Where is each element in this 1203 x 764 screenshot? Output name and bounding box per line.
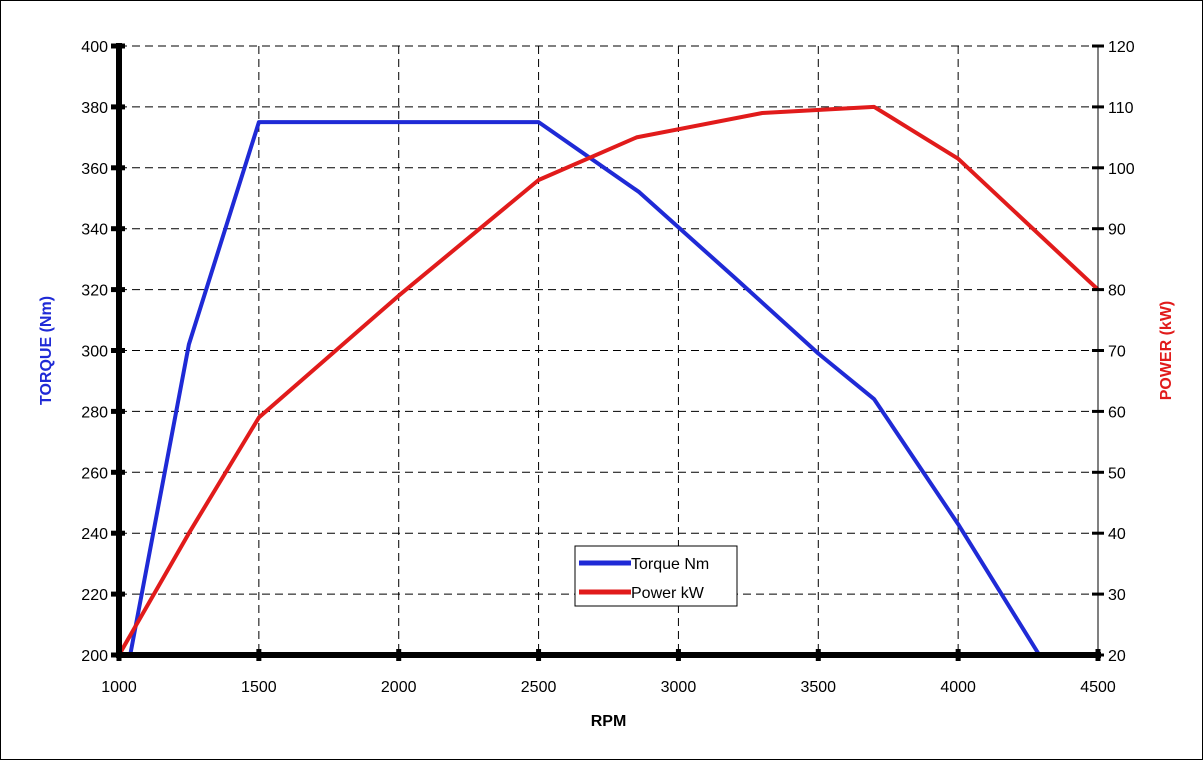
left-y-tick-label: 400 <box>81 39 108 56</box>
x-tick-label: 3000 <box>661 679 697 696</box>
x-tick-label: 4500 <box>1080 679 1116 696</box>
right-y-tick-label: 100 <box>1108 161 1135 178</box>
legend-label-torque: Torque Nm <box>631 556 709 573</box>
left-y-tick-label: 380 <box>81 100 108 117</box>
axes <box>111 43 1104 661</box>
series-line-torque <box>128 120 1041 657</box>
right-y-axis-title: POWER (kW) <box>1158 301 1175 401</box>
tick-labels: 1000 1500 2000 2500 3000 3500 4000 4500 200 220 24… <box>81 39 1135 696</box>
left-y-axis-title: TORQUE (Nm) <box>38 296 55 405</box>
right-y-tick-label: 90 <box>1108 222 1126 239</box>
left-y-tick-label: 320 <box>81 283 108 300</box>
right-y-tick-label: 110 <box>1108 100 1134 117</box>
x-tick-label: 4000 <box>940 679 976 696</box>
left-y-tick-label: 280 <box>81 404 108 421</box>
right-y-tick-label: 20 <box>1108 648 1126 665</box>
x-tick-label: 2000 <box>381 679 417 696</box>
right-y-tick-label: 30 <box>1108 587 1126 604</box>
right-y-tick-label: 40 <box>1108 526 1126 543</box>
left-y-tick-label: 260 <box>81 465 108 482</box>
left-y-tick-label: 200 <box>81 648 108 665</box>
series-lines <box>117 104 1100 657</box>
left-y-tick-label: 220 <box>81 587 108 604</box>
left-y-tick-label: 360 <box>81 161 108 178</box>
legend-box <box>574 545 738 607</box>
legend-label-power: Power kW <box>631 585 705 602</box>
right-y-tick-label: 70 <box>1108 344 1126 361</box>
right-y-tick-label: 60 <box>1108 404 1126 421</box>
x-axis-title: RPM <box>591 713 627 730</box>
legend: Torque Nm Power kW <box>574 545 738 607</box>
left-y-tick-label: 300 <box>81 344 108 361</box>
x-tick-label: 3500 <box>800 679 836 696</box>
x-tick-label: 1000 <box>101 679 137 696</box>
x-tick-label: 1500 <box>241 679 277 696</box>
left-y-tick-label: 340 <box>81 222 108 239</box>
right-y-tick-label: 80 <box>1108 283 1126 300</box>
right-y-tick-label: 50 <box>1108 465 1126 482</box>
right-y-tick-label: 120 <box>1108 39 1135 56</box>
series-line-power <box>117 104 1100 656</box>
x-tick-label: 2500 <box>521 679 557 696</box>
left-y-tick-label: 240 <box>81 526 108 543</box>
